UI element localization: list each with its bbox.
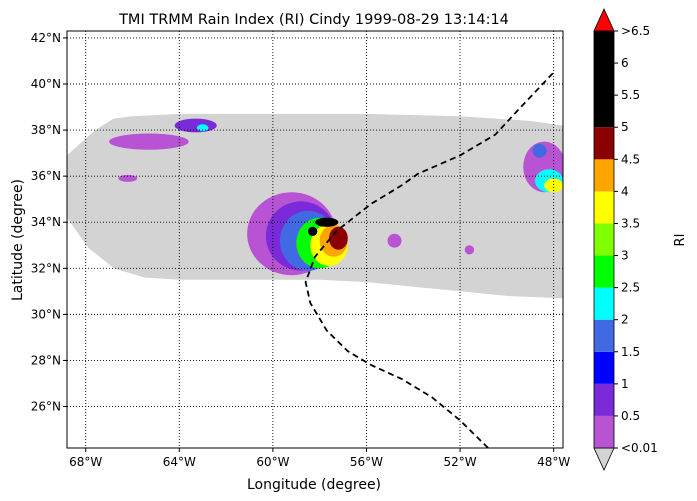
rain-index-field [109,118,563,276]
colorbar-tick-label: 4 [621,184,629,198]
plot-frame [66,30,564,449]
colorbar-band [594,351,614,384]
rain-cell [532,143,547,158]
y-tick-label: 38°N [31,123,61,137]
colorbar-tick-label: 2 [621,313,629,327]
y-tick-label: 26°N [31,400,61,414]
x-tick-label: 60°W [256,455,289,469]
colorbar-band [594,223,614,256]
x-tick-label: 52°W [443,455,476,469]
colorbar: <0.01 0.5 1 1.5 2 2.5 3 3.5 4 4.5 5 5.5 6 >6.5 [593,8,658,471]
y-tick-label: 28°N [31,353,61,367]
colorbar-tick-label: 5 [621,120,629,134]
rain-cell [109,133,189,150]
y-tick-label: 36°N [31,169,61,183]
colorbar-band [594,255,614,288]
colorbar-tick-label: 1 [621,377,629,391]
colorbar-band [594,383,614,416]
chart-title: TMI TRMM Rain Index (RI) Cindy 1999-08-2… [118,12,509,28]
colorbar-band [594,191,614,224]
rain-cell [118,174,138,182]
colorbar-tick-label: >6.5 [621,24,650,38]
colorbar-tick-label: <0.01 [621,441,658,455]
colorbar-over-extension [593,8,615,32]
y-tick-label: 30°N [31,307,61,321]
y-tick-label: 42°N [31,31,61,45]
grid-lines [67,31,563,448]
rain-cell [387,233,402,248]
x-tick-label: 68°W [69,455,102,469]
colorbar-band [594,287,614,320]
rain-cell [329,226,348,250]
rain-cell [308,226,318,236]
colorbar-tick-label: 3.5 [621,216,640,230]
colorbar-band [594,31,614,128]
y-tick-label: 32°N [31,261,61,275]
plot-area [67,31,563,448]
colorbar-frame [593,30,615,449]
x-tick-label: 64°W [163,455,196,469]
colorbar-under-extension [593,447,615,471]
y-tick-label: 34°N [31,215,61,229]
colorbar-tick-label: 6 [621,56,629,70]
colorbar-label: RI [673,234,688,247]
x-tick-label: 48°W [537,455,570,469]
x-axis-ticks: 68°W 64°W 60°W 56°W 52°W 48°W [69,448,570,469]
colorbar-band [594,319,614,352]
colorbar-tick-label: 2.5 [621,281,640,295]
colorbar-band [594,127,614,160]
rain-cell [464,245,475,255]
colorbar-tick-label: 1.5 [621,345,640,359]
x-tick-label: 56°W [350,455,383,469]
colorbar-band [594,415,614,448]
storm-track [304,71,555,448]
colorbar-tick-label: 4.5 [621,152,640,166]
y-tick-label: 40°N [31,77,61,91]
colorbar-tick-label: 5.5 [621,88,640,102]
y-axis-label: Latitude (degree) [10,179,26,301]
colorbar-band [594,159,614,192]
rain-cell [544,178,563,193]
rain-cell [174,118,217,133]
colorbar-tick-label: 3 [621,249,629,263]
rain-cell [196,124,209,132]
colorbar-tick-label: 0.5 [621,409,640,423]
x-axis-label: Longitude (degree) [247,477,381,493]
rain-cell [315,217,339,227]
y-axis-ticks: 26°N 28°N 30°N 32°N 34°N 36°N 38°N 40°N 42°N [31,31,67,414]
